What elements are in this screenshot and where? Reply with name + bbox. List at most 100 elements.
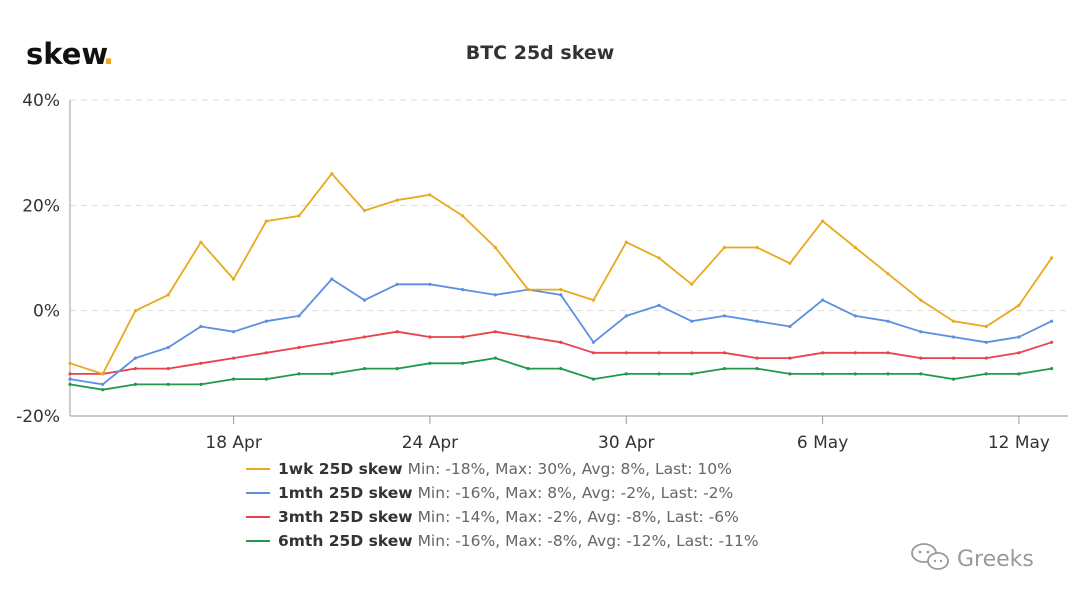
data-point — [657, 351, 661, 355]
data-point — [297, 345, 301, 350]
data-point — [199, 382, 203, 386]
data-point — [591, 377, 596, 381]
data-point — [232, 356, 236, 360]
data-point — [755, 319, 759, 323]
data-point — [591, 351, 596, 355]
data-point — [951, 319, 956, 323]
data-point — [821, 372, 825, 376]
data-point — [362, 335, 367, 339]
skew-logo: skew . — [26, 37, 114, 71]
data-point — [591, 298, 596, 302]
data-point — [395, 198, 399, 202]
legend-series-name: 3mth 25D skew — [278, 508, 413, 526]
data-point — [68, 361, 72, 365]
data-point — [330, 172, 334, 176]
data-point — [264, 219, 268, 223]
data-point — [853, 245, 857, 250]
data-point — [68, 382, 72, 386]
chart-title: BTC 25d skew — [466, 42, 615, 64]
legend-item[interactable]: 1wk 25D skew Min: -18%, Max: 30%, Avg: 8%… — [246, 460, 732, 478]
legend-series-name: 1wk 25D skew — [278, 460, 403, 478]
legend-item[interactable]: 6mth 25D skew Min: -16%, Max: -8%, Avg: -… — [246, 532, 759, 550]
data-point — [919, 372, 923, 376]
data-point — [690, 319, 694, 323]
data-point — [461, 288, 465, 292]
data-point — [853, 372, 857, 376]
data-point — [755, 245, 759, 250]
data-point — [493, 293, 497, 297]
watermark-text: Greeks — [957, 547, 1034, 572]
greeks-watermark: Greeks — [911, 543, 1034, 572]
data-point — [428, 335, 432, 339]
data-point — [591, 340, 596, 344]
data-point — [722, 367, 727, 371]
data-point — [133, 309, 137, 313]
data-point — [821, 219, 825, 223]
data-point — [657, 303, 661, 307]
data-point — [821, 298, 825, 302]
data-point — [232, 330, 236, 334]
data-point — [559, 367, 563, 371]
legend-series-stats: Min: -18%, Max: 30%, Avg: 8%, Last: 10% — [408, 460, 732, 478]
data-point — [624, 351, 628, 355]
data-point — [886, 351, 890, 355]
data-point — [951, 377, 956, 381]
legend-item[interactable]: 1mth 25D skew Min: -16%, Max: 8%, Avg: -2… — [246, 484, 733, 502]
data-point — [755, 356, 759, 360]
data-point — [821, 351, 825, 355]
legend-text: 6mth 25D skew Min: -16%, Max: -8%, Avg: -… — [278, 532, 759, 550]
legend-item[interactable]: 3mth 25D skew Min: -14%, Max: -2%, Avg: -… — [246, 508, 739, 526]
data-point — [1017, 372, 1021, 376]
data-point — [133, 367, 137, 371]
data-point — [68, 372, 72, 376]
data-point — [297, 314, 301, 318]
x-tick-label: 30 Apr — [598, 433, 654, 453]
data-point — [330, 340, 334, 344]
data-point — [984, 340, 988, 344]
x-tick-label: 12 May — [988, 433, 1050, 453]
data-point — [1017, 351, 1021, 355]
data-point — [68, 377, 72, 381]
data-point — [984, 356, 988, 360]
data-point — [362, 367, 367, 371]
data-point — [461, 361, 465, 365]
data-point — [559, 288, 563, 292]
data-point — [919, 356, 923, 360]
data-point — [722, 245, 727, 250]
series-lines — [68, 172, 1054, 392]
data-point — [166, 293, 170, 297]
x-tick-label: 6 May — [797, 433, 848, 453]
data-point — [624, 372, 628, 376]
data-point — [1050, 319, 1054, 323]
data-point — [297, 372, 301, 376]
data-point — [395, 330, 399, 334]
data-point — [493, 330, 497, 334]
data-point — [264, 319, 268, 323]
data-point — [853, 314, 857, 318]
data-point — [755, 367, 759, 371]
data-point — [788, 372, 792, 376]
data-point — [395, 282, 399, 286]
data-point — [493, 245, 497, 250]
data-point — [101, 382, 105, 386]
data-point — [690, 282, 694, 286]
data-point — [559, 293, 563, 297]
legend-series-stats: Min: -16%, Max: 8%, Avg: -2%, Last: -2% — [418, 484, 734, 502]
data-point — [199, 240, 203, 244]
series-line-6mth-25d-skew — [69, 357, 1052, 391]
data-point — [984, 372, 988, 376]
data-point — [362, 298, 367, 302]
x-tick-label: 18 Apr — [205, 433, 261, 453]
data-point — [461, 214, 465, 218]
data-point — [264, 351, 268, 355]
y-tick-label: 0% — [33, 302, 60, 322]
data-point — [951, 356, 956, 360]
data-point — [722, 314, 727, 318]
data-point — [526, 367, 530, 371]
data-point — [788, 324, 792, 329]
data-point — [330, 277, 334, 281]
logo-dot: . — [103, 37, 114, 71]
data-point — [297, 214, 301, 218]
data-point — [330, 372, 334, 376]
data-point — [951, 335, 956, 339]
